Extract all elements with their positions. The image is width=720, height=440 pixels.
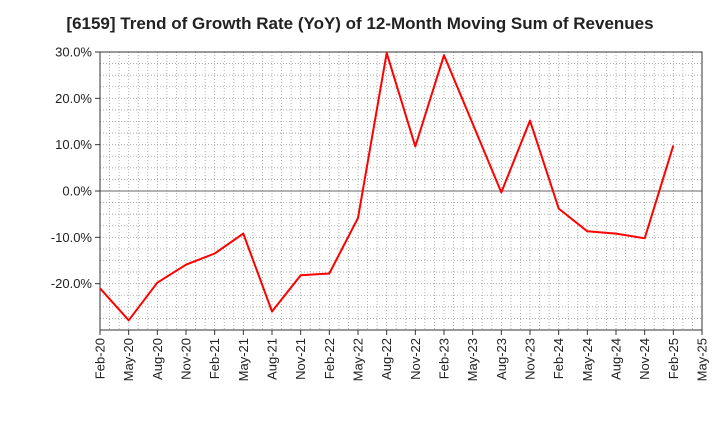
x-tick-label: Nov-20 [179, 338, 194, 380]
x-tick-label: Feb-23 [437, 338, 452, 379]
x-tick-label: Feb-21 [207, 338, 222, 379]
x-tick-label: Aug-20 [150, 338, 165, 380]
x-tick-label: Feb-24 [551, 338, 566, 379]
series-line [99, 51, 675, 322]
x-tick-label: May-23 [465, 338, 480, 381]
y-tick-label: -20.0% [51, 276, 93, 291]
y-tick-label: 0.0% [62, 184, 92, 199]
y-tick-label: 30.0% [55, 45, 92, 60]
x-tick-label: May-20 [121, 338, 136, 381]
x-tick-label: Aug-23 [494, 338, 509, 380]
y-tick-label: 10.0% [55, 137, 92, 152]
x-tick-label: Feb-22 [322, 338, 337, 379]
x-tick-label: May-24 [580, 338, 595, 381]
x-tick-label: Nov-24 [637, 338, 652, 380]
y-tick-label: -10.0% [51, 230, 93, 245]
x-tick-label: Feb-20 [93, 338, 108, 379]
x-tick-label: Nov-21 [293, 338, 308, 380]
x-tick-label: May-25 [695, 338, 710, 381]
x-tick-label: Nov-22 [408, 338, 423, 380]
x-tick-label: May-22 [351, 338, 366, 381]
x-tick-label: Aug-22 [379, 338, 394, 380]
x-tick-label: May-21 [236, 338, 251, 381]
y-tick-label: 20.0% [55, 91, 92, 106]
chart-title: [6159] Trend of Growth Rate (YoY) of 12-… [66, 14, 654, 33]
x-tick-label: Aug-21 [265, 338, 280, 380]
x-tick-label: Aug-24 [609, 338, 624, 380]
x-tick-label: Nov-23 [523, 338, 538, 380]
x-tick-label: Feb-25 [666, 338, 681, 379]
